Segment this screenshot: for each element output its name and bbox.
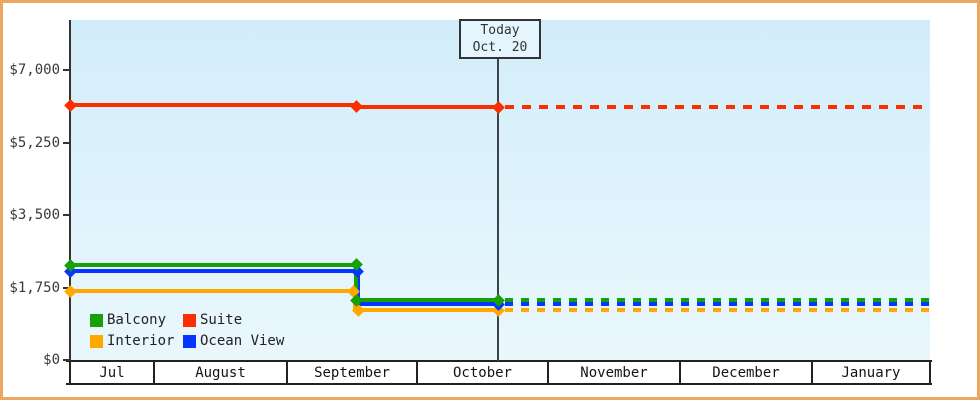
suite-line-after-drop — [355, 105, 498, 109]
oceanview-line-drop — [356, 269, 360, 306]
month-separator — [929, 361, 931, 385]
y-tick-5250 — [63, 142, 71, 144]
interior-line-after-drop — [355, 308, 500, 312]
month-separator — [416, 361, 418, 385]
legend-label-balcony: Balcony — [107, 312, 167, 328]
legend-label-interior: Interior — [107, 333, 175, 349]
suite-line-before-drop — [70, 103, 357, 107]
month-cell-august: August — [195, 365, 246, 381]
interior-line-before-drop — [70, 289, 355, 293]
y-axis-label: $1,750 — [9, 280, 60, 296]
interior-line-projection-dashed — [505, 308, 930, 312]
month-separator — [153, 361, 155, 385]
balcony-line-projection-dashed — [505, 298, 930, 302]
legend-swatch-suite — [183, 314, 196, 327]
today-line — [497, 57, 499, 361]
month-cell-jul: Jul — [99, 365, 125, 381]
today-box-date: Oct. 20 — [472, 40, 528, 55]
x-axis-line — [66, 360, 932, 362]
month-cell-november: November — [580, 365, 648, 381]
month-cell-october: October — [452, 365, 512, 381]
month-cell-january: January — [841, 365, 901, 381]
legend-label-suite: Suite — [200, 312, 243, 328]
month-band-bottom-line — [66, 383, 932, 385]
balcony-line-after-drop — [354, 298, 498, 302]
y-axis-line — [69, 20, 71, 362]
balcony-line-drop — [354, 263, 358, 302]
today-box: Today Oct. 20 — [459, 19, 541, 59]
legend-swatch-ocean-view — [183, 335, 196, 348]
month-separator — [286, 361, 288, 385]
y-axis-label: $7,000 — [9, 62, 60, 78]
y-axis-label: $3,500 — [9, 207, 60, 223]
legend-swatch-interior — [90, 335, 103, 348]
month-separator — [547, 361, 549, 385]
y-tick-3500 — [63, 214, 71, 216]
legend-label-ocean-view: Ocean View — [200, 333, 285, 349]
month-separator — [69, 361, 71, 385]
suite-line-projection-dashed — [505, 105, 930, 109]
oceanview-line-projection-dashed — [505, 302, 930, 306]
y-tick-7000 — [63, 69, 71, 71]
legend-swatch-balcony — [90, 314, 103, 327]
month-cell-december: December — [712, 365, 780, 381]
oceanview-line-before-drop — [70, 269, 359, 273]
y-axis-label: $5,250 — [9, 135, 60, 151]
month-cell-september: September — [314, 365, 390, 381]
month-separator — [679, 361, 681, 385]
balcony-line-before-drop — [70, 263, 358, 267]
month-separator — [811, 361, 813, 385]
y-tick-0 — [63, 359, 71, 361]
today-box-title: Today — [480, 23, 520, 38]
oceanview-line-after-drop — [357, 302, 498, 306]
y-axis-label: $0 — [43, 352, 60, 368]
